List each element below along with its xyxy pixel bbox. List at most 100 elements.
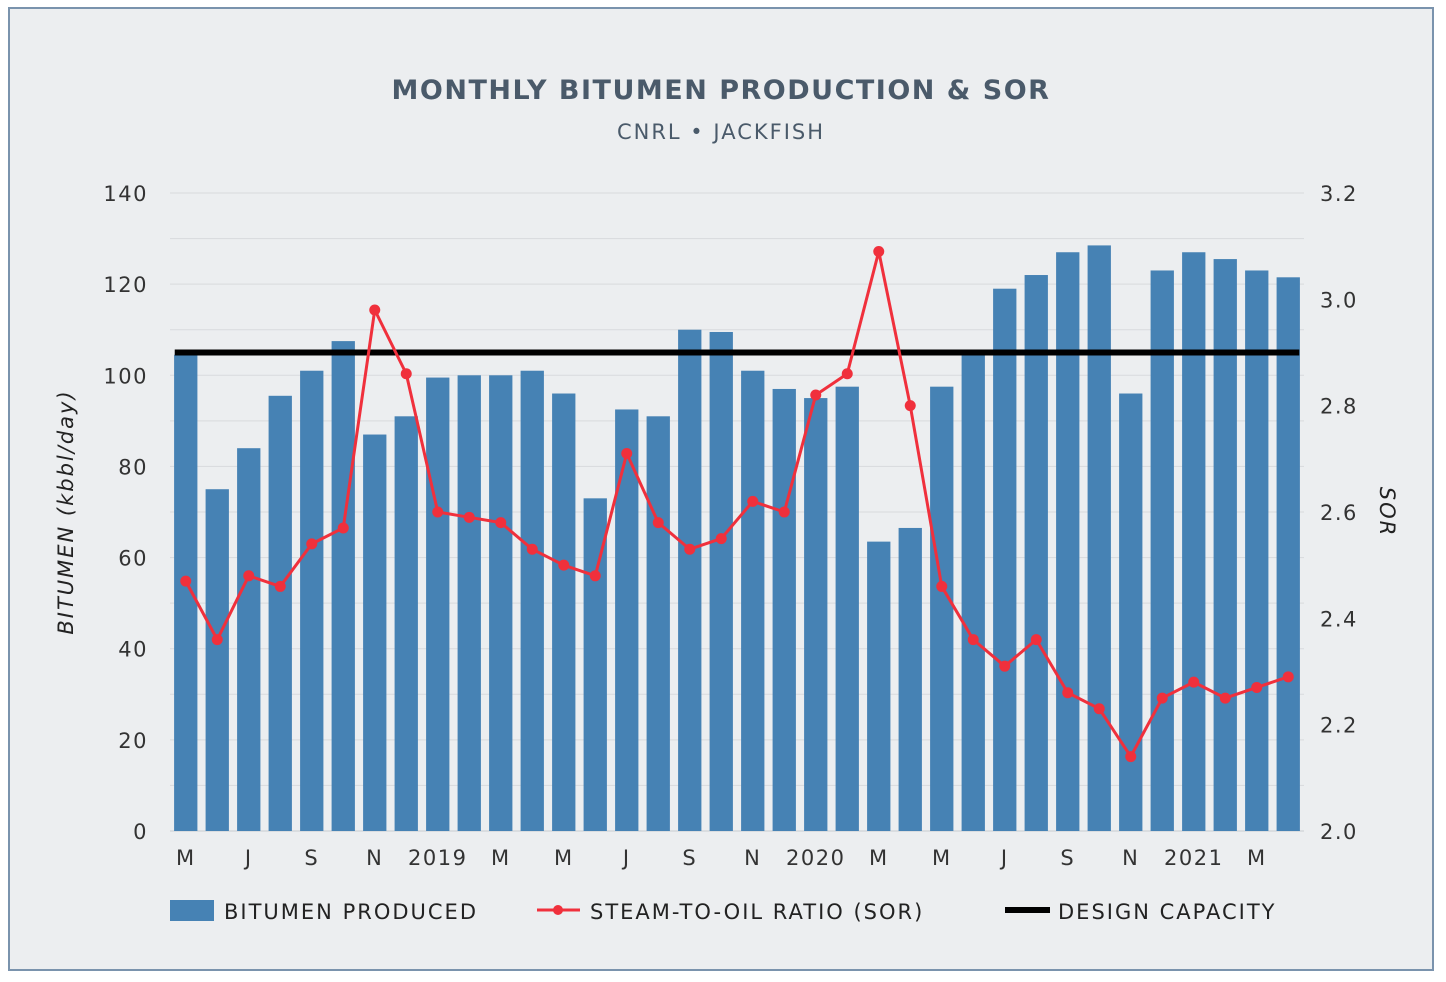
x-tick-label: J bbox=[621, 846, 631, 870]
bar bbox=[520, 370, 544, 831]
bar bbox=[1182, 252, 1206, 831]
bar bbox=[961, 352, 985, 831]
sor-point bbox=[589, 570, 601, 582]
x-tick-label: 2020 bbox=[786, 846, 845, 870]
bar bbox=[709, 331, 733, 831]
bar bbox=[489, 375, 513, 831]
bar bbox=[552, 393, 576, 831]
x-tick-label: J bbox=[243, 846, 253, 870]
legend-item-sor: STEAM-TO-OIL RATIO (SOR) bbox=[537, 900, 922, 924]
sor-point bbox=[180, 575, 192, 587]
right-axis-ticks: 2.0 2.2 2.4 2.6 2.8 3.0 3.2 bbox=[1320, 182, 1358, 844]
sor-point bbox=[1282, 671, 1294, 683]
sor-point bbox=[999, 660, 1011, 672]
x-tick-label: S bbox=[1060, 846, 1075, 870]
x-tick-label: M bbox=[1247, 846, 1267, 870]
bar bbox=[1119, 393, 1143, 831]
sor-point bbox=[526, 543, 538, 555]
sor-point bbox=[1251, 681, 1263, 693]
sor-point bbox=[747, 495, 759, 507]
sor-point bbox=[306, 538, 318, 550]
sor-point bbox=[243, 570, 255, 582]
sor-line bbox=[184, 249, 1289, 759]
sor-point bbox=[715, 533, 727, 545]
sor-point bbox=[1125, 751, 1137, 763]
sor-point bbox=[621, 448, 633, 460]
x-tick-label: 2021 bbox=[1164, 846, 1223, 870]
sor-point bbox=[873, 245, 885, 257]
bar bbox=[898, 527, 922, 831]
y2-tick-label: 2.2 bbox=[1320, 714, 1358, 738]
x-tick-label: M bbox=[869, 846, 889, 870]
x-tick-label: N bbox=[1122, 846, 1139, 870]
y2-tick-label: 2.4 bbox=[1320, 607, 1358, 631]
bar bbox=[237, 448, 261, 831]
y2-tick-label: 2.0 bbox=[1320, 820, 1358, 844]
bar bbox=[867, 541, 891, 831]
bar bbox=[205, 489, 229, 831]
sor-point bbox=[463, 511, 475, 523]
legend-marker-sor bbox=[553, 905, 563, 915]
sor-point bbox=[1030, 634, 1042, 646]
legend-label-bitumen: BITUMEN PRODUCED bbox=[224, 900, 478, 924]
chart-subtitle: CNRL • JACKFISH bbox=[617, 120, 825, 144]
sor-point bbox=[400, 368, 412, 380]
legend: BITUMEN PRODUCED STEAM-TO-OIL RATIO (SOR… bbox=[170, 900, 1274, 924]
x-tick-label: M bbox=[176, 846, 196, 870]
bar bbox=[804, 398, 828, 831]
bar bbox=[646, 416, 670, 831]
chart-title: MONTHLY BITUMEN PRODUCTION & SOR bbox=[392, 75, 1051, 106]
bar bbox=[426, 377, 450, 831]
bar bbox=[300, 370, 324, 831]
sor-point bbox=[967, 634, 979, 646]
bar bbox=[583, 498, 607, 831]
bar bbox=[993, 288, 1017, 831]
sor-point bbox=[369, 304, 381, 316]
sor-point bbox=[432, 506, 444, 518]
bar bbox=[331, 341, 355, 831]
bar bbox=[1056, 252, 1080, 831]
sor-point bbox=[810, 389, 822, 401]
y2-axis-label: SOR bbox=[1375, 487, 1399, 537]
y-tick-label: 140 bbox=[103, 182, 148, 206]
sor-point bbox=[841, 368, 853, 380]
y2-tick-label: 2.8 bbox=[1320, 395, 1358, 419]
x-tick-label: J bbox=[999, 846, 1009, 870]
bar bbox=[741, 370, 765, 831]
sor-series bbox=[180, 245, 1294, 763]
sor-point bbox=[211, 634, 223, 646]
bar bbox=[268, 395, 292, 831]
bar bbox=[772, 388, 796, 831]
y-tick-label: 40 bbox=[118, 638, 148, 662]
y-tick-label: 120 bbox=[103, 273, 148, 297]
x-tick-label: S bbox=[682, 846, 697, 870]
sor-point bbox=[684, 543, 696, 555]
x-tick-label: N bbox=[366, 846, 383, 870]
bar bbox=[835, 386, 859, 831]
y2-tick-label: 3.2 bbox=[1320, 182, 1358, 206]
sor-point bbox=[558, 559, 570, 571]
x-tick-label: 2019 bbox=[408, 846, 467, 870]
bar bbox=[174, 354, 198, 831]
x-tick-label: M bbox=[491, 846, 511, 870]
x-tick-label: S bbox=[304, 846, 319, 870]
y-tick-label: 60 bbox=[118, 547, 148, 571]
bar bbox=[1024, 275, 1048, 831]
x-tick-label: N bbox=[744, 846, 761, 870]
x-axis-ticks: M J S N 2019 M M J S N 2020 M M J S N 2021 M bbox=[176, 846, 1267, 870]
sor-point bbox=[1156, 692, 1168, 704]
y-tick-label: 80 bbox=[118, 455, 148, 479]
sor-point bbox=[904, 400, 916, 412]
bar bbox=[394, 416, 418, 831]
bar bbox=[1213, 259, 1237, 831]
bar bbox=[615, 409, 639, 831]
sor-point bbox=[274, 580, 286, 592]
bar bbox=[1276, 277, 1300, 831]
x-tick-label: M bbox=[554, 846, 574, 870]
left-axis-ticks: 0 20 40 60 80 100 120 140 bbox=[103, 182, 148, 844]
sor-point bbox=[778, 506, 790, 518]
legend-item-bitumen: BITUMEN PRODUCED bbox=[170, 900, 478, 924]
y-axis-label: BITUMEN (kbbl/day) bbox=[54, 389, 78, 634]
sor-point bbox=[652, 517, 664, 529]
sor-point bbox=[1188, 676, 1200, 688]
